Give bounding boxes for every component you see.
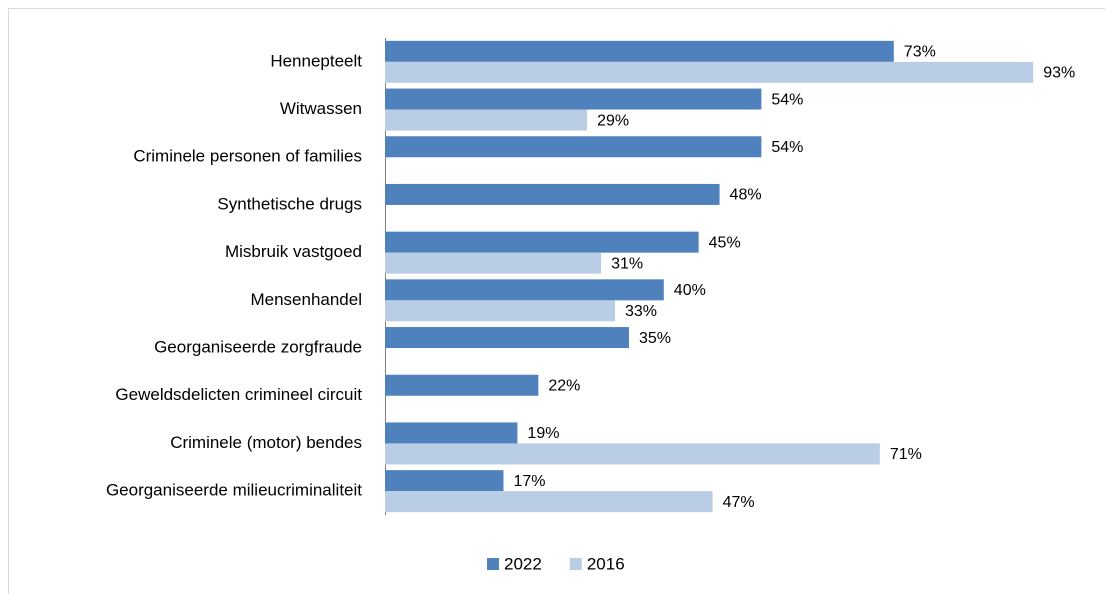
value-label: 54%	[771, 91, 803, 108]
value-label: 29%	[597, 112, 629, 129]
category-label: Criminele (motor) bendes	[170, 433, 362, 452]
category-label: Mensenhandel	[250, 290, 362, 309]
bar	[385, 443, 880, 464]
bar	[385, 62, 1033, 83]
value-label: 40%	[674, 282, 706, 299]
value-label: 54%	[771, 139, 803, 156]
value-label: 31%	[611, 255, 643, 272]
bar	[385, 253, 601, 274]
bar	[385, 110, 587, 131]
value-label: 22%	[548, 377, 580, 394]
value-label: 47%	[723, 494, 755, 511]
bar	[385, 375, 538, 396]
legend-swatch	[570, 558, 582, 570]
legend-label: 2022	[504, 554, 542, 573]
category-label: Georganiseerde milieucriminaliteit	[106, 481, 362, 500]
category-label: Synthetische drugs	[217, 194, 362, 213]
value-label: 93%	[1043, 65, 1075, 82]
value-label: 17%	[513, 473, 545, 490]
value-label: 19%	[527, 425, 559, 442]
bar	[385, 136, 761, 157]
category-label: Geweldsdelicten crimineel circuit	[115, 385, 362, 404]
category-label: Criminele personen of families	[133, 147, 362, 166]
category-label: Georganiseerde zorgfraude	[154, 338, 362, 357]
bar	[385, 491, 713, 512]
bar	[385, 300, 615, 321]
bar	[385, 327, 629, 348]
value-label: 35%	[639, 330, 671, 347]
legend-label: 2016	[587, 554, 625, 573]
bar	[385, 232, 699, 253]
category-label: Misbruik vastgoed	[225, 242, 362, 261]
value-label: 71%	[890, 446, 922, 463]
category-label: Hennepteelt	[270, 51, 362, 70]
bar	[385, 89, 761, 110]
bar	[385, 422, 517, 443]
category-label: Witwassen	[280, 99, 362, 118]
legend-swatch	[487, 558, 499, 570]
value-label: 45%	[709, 234, 741, 251]
value-label: 73%	[904, 44, 936, 61]
value-label: 33%	[625, 303, 657, 320]
value-label: 48%	[730, 187, 762, 204]
bar	[385, 41, 894, 62]
bar	[385, 184, 720, 205]
bar	[385, 470, 503, 491]
bar	[385, 279, 664, 300]
